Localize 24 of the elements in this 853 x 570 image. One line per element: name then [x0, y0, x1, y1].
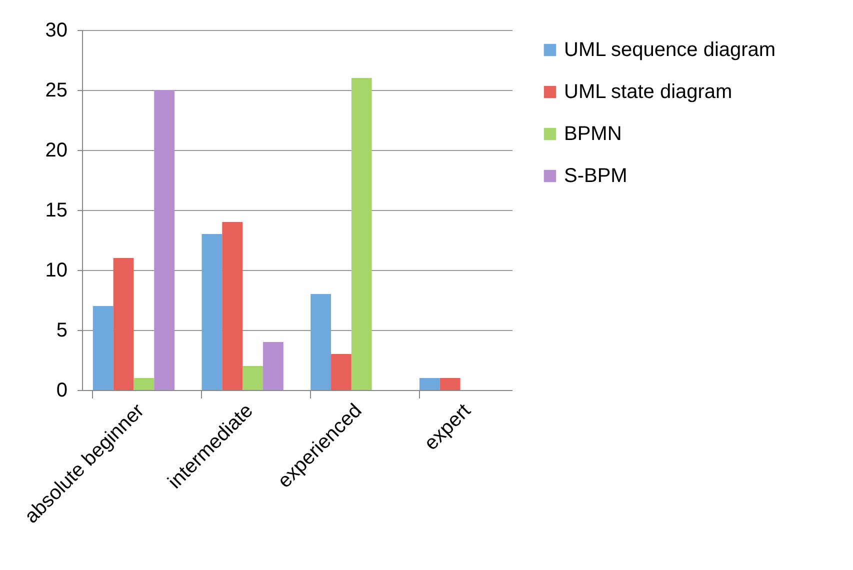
- bar: [310, 294, 332, 390]
- legend-label: UML state diagram: [564, 81, 732, 103]
- bar: [202, 234, 222, 390]
- y-tick-label: 30: [45, 20, 68, 42]
- bar: [262, 342, 284, 390]
- y-tick-label: 25: [45, 80, 68, 102]
- bar: [440, 378, 460, 390]
- bar: [242, 366, 263, 390]
- y-tick-label: 15: [45, 200, 68, 222]
- bar: [331, 354, 352, 390]
- legend-label: UML sequence diagram: [564, 39, 776, 61]
- bar: [154, 90, 175, 390]
- y-tick-label: 5: [56, 320, 68, 342]
- y-tick-label: 20: [45, 140, 68, 162]
- y-tick-label: 10: [45, 260, 68, 282]
- bar: [113, 258, 134, 390]
- bar: [222, 222, 243, 390]
- legend-label: BPMN: [564, 123, 622, 145]
- bar: [134, 378, 154, 390]
- legend-label: S-BPM: [564, 165, 628, 187]
- bar: [419, 378, 440, 390]
- y-tick-label: 0: [56, 380, 68, 402]
- bar: [92, 306, 114, 390]
- bar: [351, 78, 372, 390]
